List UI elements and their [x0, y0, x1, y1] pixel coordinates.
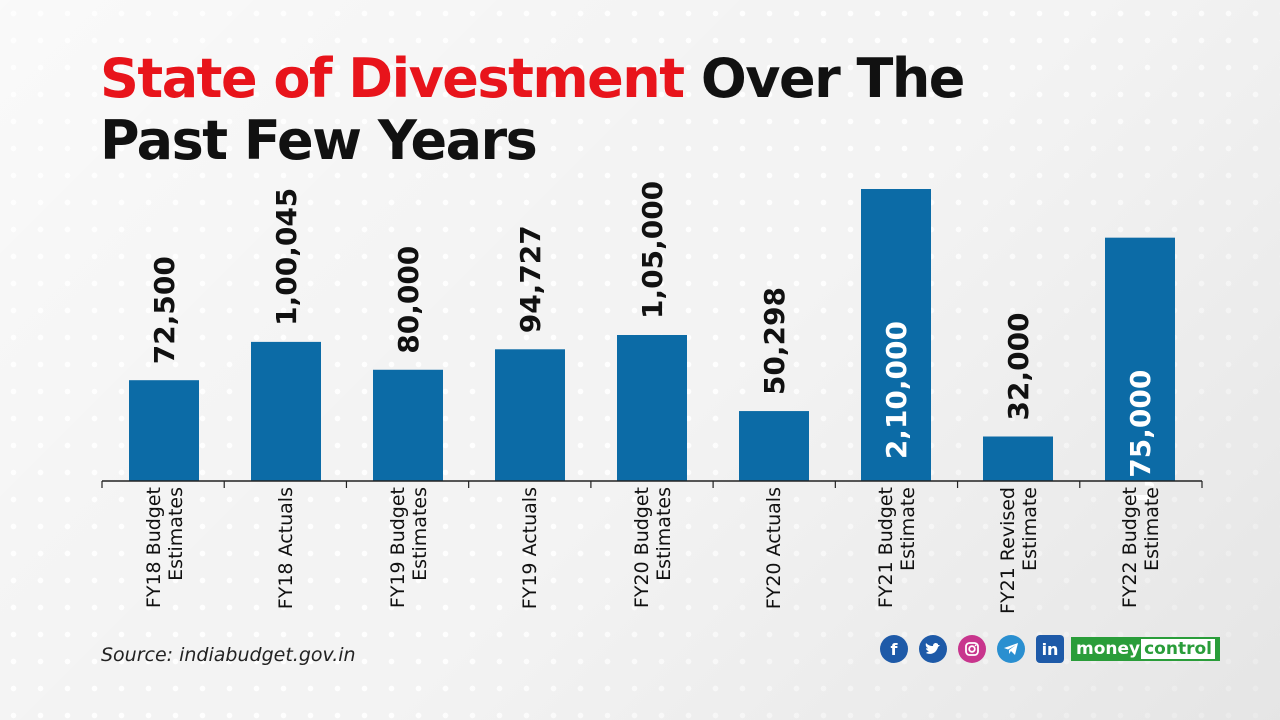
bar	[251, 341, 321, 481]
bar-value-label: 1,00,045	[270, 188, 303, 326]
social-icons: f in	[880, 635, 1064, 663]
x-tick-label: FY18 Budget	[143, 487, 165, 608]
brand-money: money	[1076, 639, 1141, 659]
bar-value-label: 1,05,000	[636, 181, 669, 319]
x-axis-ticks	[101, 481, 1203, 488]
chart-bars	[129, 189, 1175, 481]
facebook-icon[interactable]: f	[880, 635, 908, 663]
x-tick-label: Estimates	[653, 487, 675, 581]
page-title: State of Divestment Over The Past Few Ye…	[100, 47, 966, 172]
brand-control: control	[1141, 639, 1215, 659]
bar	[129, 380, 199, 481]
bar	[1105, 237, 1175, 481]
x-tick-label: FY18 Actuals	[275, 487, 297, 609]
x-tick-label: FY19 Actuals	[519, 487, 541, 609]
bar-value-label: 80,000	[392, 246, 425, 354]
bar-value-label: 94,727	[514, 225, 547, 333]
x-axis-category-labels: FY18 Budget Estimates FY18 Actuals FY19 Bud…	[143, 487, 1163, 614]
x-tick-label: Estimate	[1019, 487, 1041, 571]
bar-value-label: 50,298	[758, 287, 791, 395]
x-tick-label: FY21 Revised	[997, 487, 1019, 614]
twitter-icon[interactable]	[919, 635, 947, 663]
bar-value-label: 32,000	[1002, 312, 1035, 420]
chart-value-labels: 72,500 1,00,045 80,000 94,727 1,05,000 50,298…	[148, 181, 1157, 508]
x-tick-label: FY20 Budget	[631, 487, 653, 608]
bar-value-label: 1,75,000	[1124, 370, 1157, 508]
telegram-icon[interactable]	[997, 635, 1025, 663]
x-tick-label: Estimate	[1141, 487, 1163, 571]
title-highlight: State of Divestment	[100, 47, 685, 110]
bar-value-label: 2,10,000	[880, 321, 913, 459]
bar	[983, 436, 1053, 481]
title-rest: Over The	[683, 47, 966, 110]
title-line2: Past Few Years	[100, 109, 538, 172]
bar	[739, 411, 809, 481]
bar-value-label: 72,500	[148, 256, 181, 364]
bar	[373, 369, 443, 481]
instagram-icon[interactable]	[958, 635, 986, 663]
x-tick-label: FY19 Budget	[387, 487, 409, 608]
x-tick-label: FY20 Actuals	[763, 487, 785, 609]
bar	[495, 349, 565, 481]
x-tick-label: FY21 Budget	[875, 487, 897, 608]
x-tick-label: Estimate	[897, 487, 919, 571]
x-tick-label: Estimates	[165, 487, 187, 581]
bar	[861, 189, 931, 481]
source-note: Source: indiabudget.gov.in	[101, 644, 356, 666]
moneycontrol-logo: money control	[1071, 637, 1220, 661]
bar	[617, 335, 687, 481]
linkedin-icon[interactable]: in	[1036, 635, 1064, 663]
x-tick-label: Estimates	[409, 487, 431, 581]
x-tick-label: FY22 Budget	[1119, 487, 1141, 608]
